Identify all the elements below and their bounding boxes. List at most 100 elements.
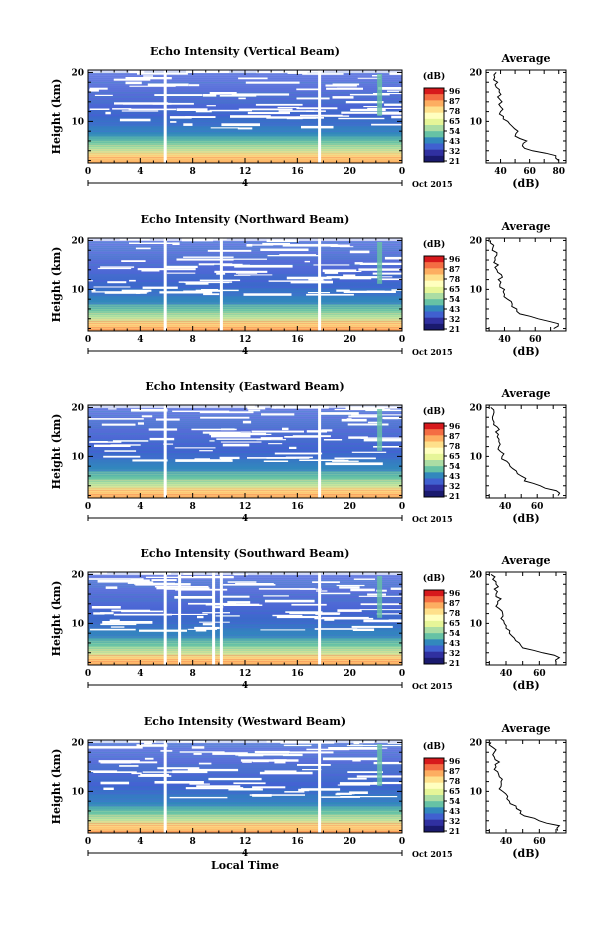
no-data-streak — [389, 72, 402, 75]
no-data-streak — [388, 619, 402, 622]
no-data-streak — [322, 269, 357, 273]
no-data-streak — [97, 267, 132, 270]
no-data-streak — [247, 457, 297, 459]
colorbar-swatch — [424, 608, 444, 615]
colorbar-tick-label: 54 — [449, 461, 461, 471]
no-data-streak — [166, 272, 196, 274]
colorbar-unit: (dB) — [423, 406, 445, 417]
heatmap-band — [88, 140, 402, 142]
heatmap-band — [88, 451, 402, 453]
heatmap-band — [88, 588, 402, 590]
heatmap-band — [88, 306, 402, 308]
colorbar-swatch — [424, 472, 444, 479]
no-data-streak — [209, 92, 237, 95]
x-tick-label: 0 — [85, 335, 91, 345]
no-data-streak — [312, 581, 340, 583]
heatmap-band — [88, 308, 402, 310]
no-data-streak — [136, 744, 168, 747]
no-data-streak — [347, 423, 389, 426]
no-data-streak — [346, 744, 402, 747]
no-data-streak — [335, 793, 341, 796]
no-data-streak — [142, 286, 178, 289]
no-data-streak — [220, 441, 262, 443]
colorbar-frame — [423, 422, 445, 498]
no-data-streak — [246, 244, 253, 247]
no-data-streak — [326, 87, 363, 90]
data-gap — [212, 572, 216, 665]
heatmap-band — [88, 324, 402, 327]
no-data-streak — [104, 291, 147, 294]
no-data-streak — [273, 759, 287, 762]
no-data-streak — [306, 748, 350, 751]
y-axis-label: Height (km) — [50, 749, 63, 825]
no-data-streak — [306, 293, 354, 296]
no-data-streak — [129, 279, 136, 282]
colorbar-swatch — [424, 466, 444, 473]
heatmap-band — [88, 798, 402, 800]
colorbar-swatch — [424, 807, 444, 814]
y-tick-label: 20 — [71, 738, 84, 748]
no-data-streak — [129, 242, 177, 244]
heatmap-band — [88, 76, 402, 78]
no-data-streak — [318, 412, 359, 415]
echo-feature — [377, 74, 383, 116]
no-data-streak — [141, 269, 160, 272]
heatmap-band — [88, 154, 402, 157]
no-data-streak — [113, 78, 151, 81]
heatmap-band — [88, 784, 402, 786]
avg-profile-line — [490, 573, 561, 663]
no-data-streak — [104, 450, 137, 452]
colorbar-swatch — [424, 299, 444, 306]
heatmap-band — [88, 130, 402, 132]
no-data-streak — [94, 94, 113, 96]
heatmap-band — [88, 772, 402, 774]
no-data-streak — [260, 629, 306, 631]
heatmap-band — [88, 642, 402, 644]
avg-x-tick-label: 40 — [500, 669, 513, 679]
panel-2: Echo Intensity (Eastward Beam) 20 10 Height… — [50, 380, 567, 525]
heatmap-band — [88, 112, 402, 114]
heatmap-band — [88, 483, 402, 485]
no-data-streak — [260, 248, 309, 251]
heatmap-band — [88, 794, 402, 796]
heatmap-band — [88, 479, 402, 481]
heatmap-band — [88, 790, 402, 792]
date-label: Oct 2015 — [412, 681, 453, 691]
colorbar-swatch — [424, 776, 444, 783]
no-data-streak — [274, 452, 323, 455]
no-data-streak — [376, 613, 402, 615]
no-data-streak — [154, 586, 209, 588]
data-gap — [318, 70, 322, 163]
no-data-streak — [378, 278, 402, 281]
no-data-streak — [166, 265, 198, 268]
heatmap-band — [88, 598, 402, 600]
no-data-streak — [234, 274, 251, 276]
heatmap-band — [88, 288, 402, 290]
heatmap-band — [88, 469, 402, 471]
y-tick-label: 20 — [71, 68, 84, 78]
no-data-streak — [256, 439, 286, 441]
no-data-streak — [89, 441, 122, 443]
no-data-streak — [88, 746, 143, 749]
heatmap-band — [88, 80, 402, 82]
no-data-streak — [282, 427, 289, 431]
no-data-streak — [179, 751, 225, 753]
heatmap-band — [88, 300, 402, 302]
heatmap-band — [88, 491, 402, 494]
no-data-streak — [334, 408, 391, 411]
no-data-streak — [163, 443, 174, 445]
no-data-streak — [343, 274, 356, 277]
panels: Echo Intensity (Vertical Beam) 20 10 Height… — [50, 45, 567, 872]
heatmap-band — [88, 156, 402, 159]
colorbar-tick-label: 87 — [449, 766, 460, 776]
no-data-streak — [263, 595, 289, 597]
heatmap-band — [88, 298, 402, 300]
heatmap-band — [88, 318, 402, 321]
no-data-streak — [242, 761, 252, 763]
no-data-streak — [195, 629, 207, 632]
no-data-streak — [100, 266, 135, 268]
y-tick-label: 20 — [71, 236, 84, 246]
avg-y-tick-label: 20 — [469, 68, 482, 78]
heatmap-band — [88, 638, 402, 640]
heatmap-band — [88, 152, 402, 155]
